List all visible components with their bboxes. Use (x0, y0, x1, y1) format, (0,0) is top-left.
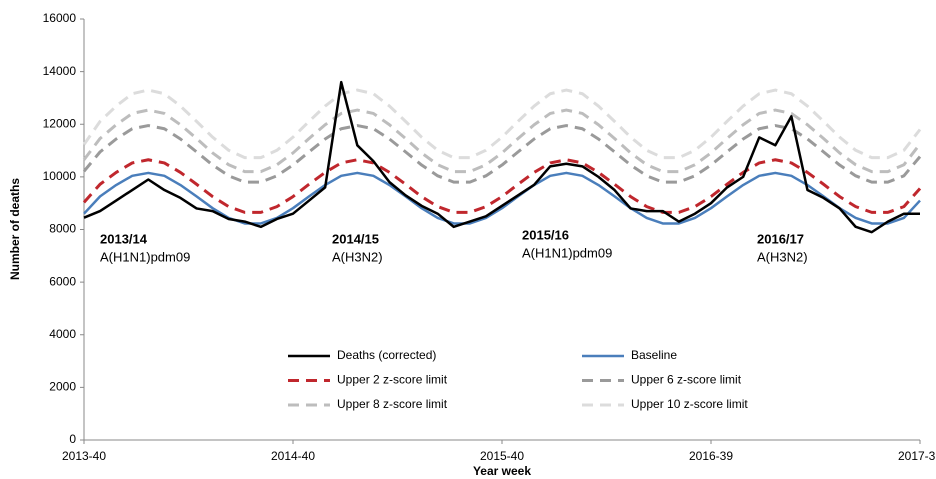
y-tick-label: 4000 (49, 327, 76, 341)
annotation-season: 2014/15 (332, 231, 379, 246)
annotation-strain: A(H1N1)pdm09 (522, 245, 612, 260)
legend-label: Upper 2 z-score limit (337, 373, 448, 387)
y-axis-title: Number of deaths (8, 178, 22, 280)
x-tick-label: 2015-40 (480, 449, 524, 463)
y-tick-label: 10000 (43, 169, 77, 183)
series-line (83, 171, 921, 225)
series-line (82, 108, 922, 174)
y-tick-label: 0 (69, 432, 76, 446)
y-tick-label: 16000 (43, 11, 77, 25)
x-tick-label: 2016-39 (689, 449, 733, 463)
annotation-strain: A(H3N2) (757, 249, 808, 264)
series-line (82, 158, 922, 214)
series-line (82, 88, 922, 160)
series-line (83, 80, 920, 234)
y-tick-label: 6000 (49, 274, 76, 288)
y-tick-label: 12000 (43, 116, 77, 130)
x-tick-label: 2013-40 (62, 449, 106, 463)
y-tick-label: 14000 (43, 64, 77, 78)
x-tick-label: 2014-40 (271, 449, 315, 463)
annotation-season: 2016/17 (757, 231, 804, 246)
annotation-strain: A(H1N1)pdm09 (100, 249, 190, 264)
series-line (82, 124, 922, 184)
legend-label: Baseline (631, 348, 677, 362)
annotation-season: 2015/16 (522, 227, 569, 242)
legend-label: Upper 10 z-score limit (631, 397, 748, 411)
x-axis-title: Year week (473, 464, 531, 478)
annotation-strain: A(H3N2) (332, 249, 383, 264)
annotation-season: 2013/14 (100, 231, 148, 246)
legend-label: Deaths (corrected) (337, 348, 436, 362)
legend-label: Upper 6 z-score limit (631, 373, 742, 387)
y-tick-label: 8000 (49, 222, 76, 236)
x-tick-label: 2017-39 (898, 449, 936, 463)
legend-label: Upper 8 z-score limit (337, 397, 448, 411)
y-tick-label: 2000 (49, 380, 76, 394)
